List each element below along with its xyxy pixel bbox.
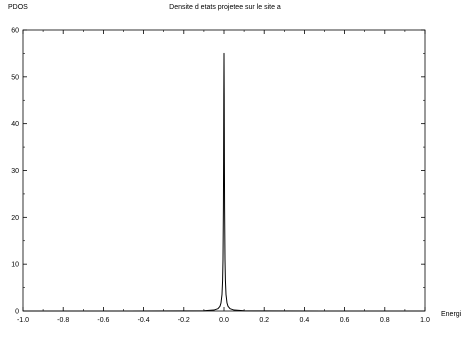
x-tick-label: -0.2 <box>178 317 190 324</box>
x-tick-label: 0.8 <box>380 317 390 324</box>
x-tick-label: 0.2 <box>259 317 269 324</box>
y-tick-label: 50 <box>11 74 19 81</box>
x-tick-label: -0.8 <box>57 317 69 324</box>
y-tick-label: 30 <box>11 168 19 175</box>
series-layer <box>23 52 425 312</box>
x-tick-label: 1.0 <box>420 317 430 324</box>
x-tick-label: 0.6 <box>340 317 350 324</box>
x-tick-label: 0.0 <box>219 317 229 324</box>
x-axis-label: Energi <box>441 311 462 318</box>
chart-title: Densite d etats projetee sur le site a <box>169 4 281 11</box>
pdos-series-line <box>23 52 425 312</box>
y-tick-label: 60 <box>11 28 19 35</box>
x-tick-label: -0.6 <box>97 317 109 324</box>
ticks-layer: -1.0 -0.8 -0.6 -0.4 -0.2 0.0 0.2 0.4 0.6 0.8 1.0 0 1… <box>11 28 430 325</box>
y-axis-label: PDOS <box>8 4 28 11</box>
x-tick-label: -1.0 <box>17 317 29 324</box>
y-tick-label: 20 <box>11 215 19 222</box>
y-tick-label: 10 <box>11 262 19 269</box>
y-tick-label: 40 <box>11 121 19 128</box>
y-tick-label: 0 <box>15 309 19 316</box>
x-tick-label: -0.4 <box>138 317 150 324</box>
x-tick-label: 0.4 <box>300 317 310 324</box>
